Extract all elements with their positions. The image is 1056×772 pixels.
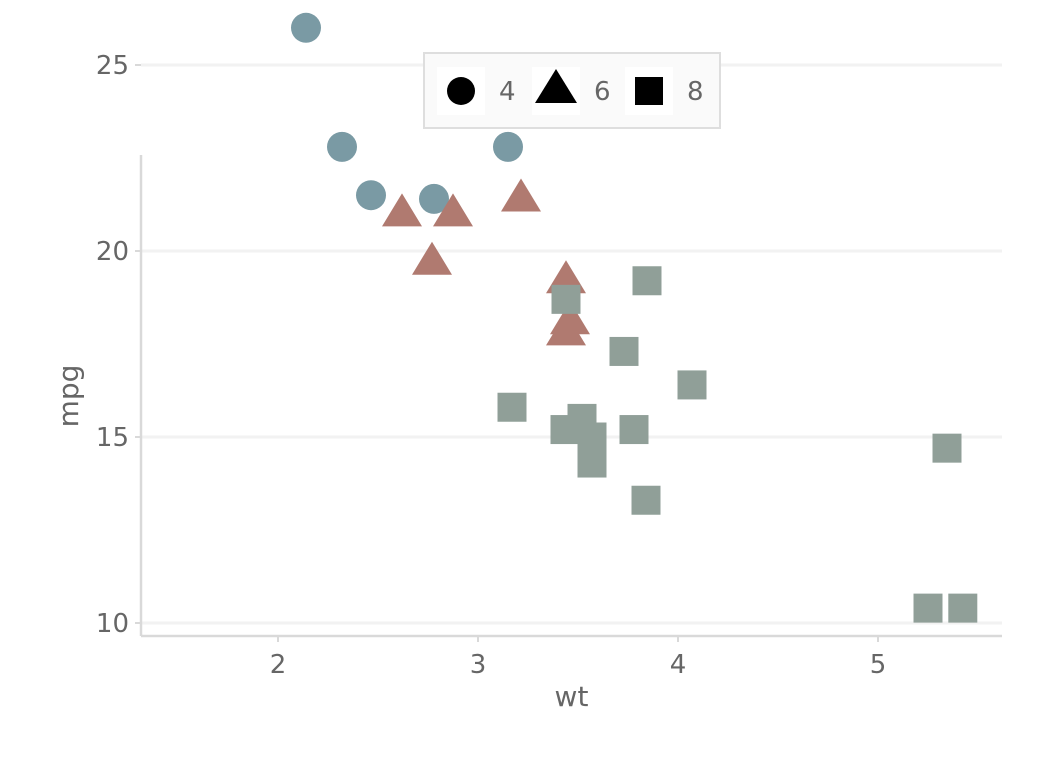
data-point-square xyxy=(619,415,649,445)
x-tick-label: 5 xyxy=(870,650,887,680)
data-point-triangle xyxy=(433,193,473,227)
y-tick-label: 15 xyxy=(96,423,129,453)
y-tick-label: 25 xyxy=(96,51,129,81)
data-point-square xyxy=(632,266,662,296)
legend-item-6: 6 xyxy=(532,67,611,115)
legend: 4 6 8 xyxy=(423,52,721,129)
x-axis-title: wt xyxy=(555,680,589,713)
data-point-square xyxy=(609,336,639,366)
y-tick-label: 20 xyxy=(96,237,129,267)
legend-label: 8 xyxy=(687,77,704,107)
data-point-triangle xyxy=(382,193,422,227)
legend-square-icon xyxy=(635,77,663,105)
axes: 1015202530352345 xyxy=(96,51,1002,680)
data-point-square xyxy=(913,593,943,623)
data-point-square xyxy=(932,433,962,463)
data-point-square xyxy=(677,370,707,400)
data-point-circle xyxy=(419,183,449,214)
legend-triangle-icon xyxy=(535,69,577,103)
legend-label: 4 xyxy=(499,77,516,107)
legend-item-4: 4 xyxy=(437,67,516,115)
data-point-square xyxy=(577,448,607,478)
x-tick-label: 4 xyxy=(670,650,687,680)
data-point-circle xyxy=(291,12,321,43)
data-point-square xyxy=(631,485,661,515)
data-point-square xyxy=(497,392,527,422)
legend-item-8: 8 xyxy=(625,67,704,115)
x-tick-label: 2 xyxy=(270,650,287,680)
data-point-square xyxy=(550,415,580,445)
data-point-triangle xyxy=(550,301,590,335)
legend-label: 6 xyxy=(594,77,611,107)
legend-circle-icon xyxy=(447,77,475,105)
x-tick-label: 3 xyxy=(470,650,487,680)
data-point-circle xyxy=(493,131,523,162)
data-point-square xyxy=(551,284,581,314)
series-6 xyxy=(382,178,590,346)
data-point-circle xyxy=(327,131,357,162)
data-point-circle xyxy=(356,180,386,211)
data-point-triangle xyxy=(412,241,452,275)
y-tick-label: 10 xyxy=(96,609,129,639)
data-point-triangle xyxy=(501,178,541,212)
data-point-square xyxy=(577,422,607,452)
y-axis-title: mpg xyxy=(52,365,85,428)
data-point-square xyxy=(948,593,978,623)
data-points xyxy=(291,12,978,623)
series-8 xyxy=(497,266,978,623)
